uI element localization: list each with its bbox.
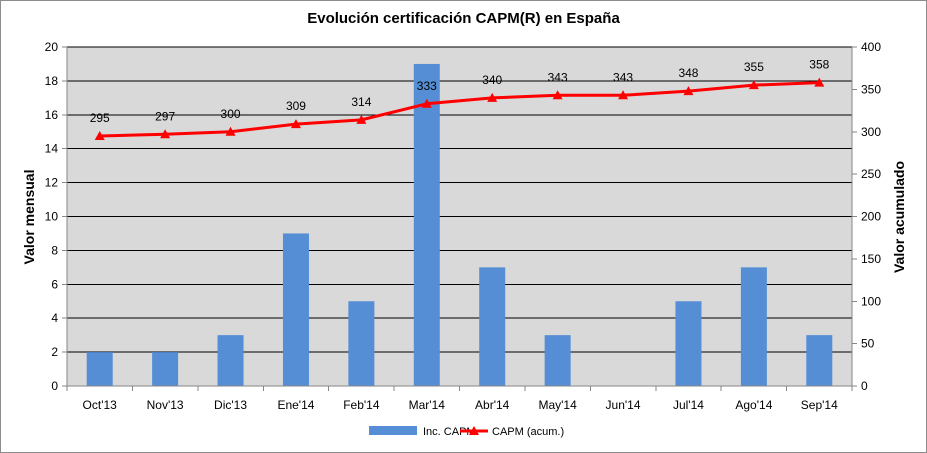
x-tick-label: Mar'14: [409, 398, 446, 412]
line-marker: [290, 119, 301, 129]
data-label: 355: [744, 60, 764, 74]
x-tick-label: Jun'14: [606, 398, 641, 412]
y-right-tick-label: 250: [861, 167, 881, 181]
y-right-tick-label: 50: [861, 337, 875, 351]
line-marker: [421, 98, 432, 108]
x-tick-label: May'14: [538, 398, 577, 412]
y-left-tick-label: 16: [45, 108, 59, 122]
legend-swatch-bar: [369, 426, 417, 435]
data-label: 333: [417, 79, 437, 93]
y-left-tick-label: 20: [45, 40, 59, 54]
line-marker: [552, 90, 563, 100]
line-marker: [748, 80, 759, 90]
x-tick-label: Sep'14: [801, 398, 838, 412]
data-label: 343: [548, 70, 568, 84]
data-label: 340: [482, 73, 502, 87]
bar: [217, 335, 244, 386]
y-left-tick-label: 2: [51, 345, 58, 359]
y-left-tick-label: 10: [45, 210, 59, 224]
y-right-tick-label: 0: [861, 379, 868, 393]
x-tick-label: Abr'14: [475, 398, 510, 412]
line-marker: [618, 90, 629, 100]
x-tick-label: Ago'14: [735, 398, 772, 412]
data-label: 297: [155, 109, 175, 123]
line-marker: [160, 129, 171, 139]
y-left-tick-label: 4: [51, 311, 58, 325]
x-tick-label: Ene'14: [277, 398, 314, 412]
legend-label-bar: Inc. CAPM: [423, 426, 476, 438]
y-left-tick-label: 18: [45, 74, 59, 88]
y-left-tick-label: 0: [51, 379, 58, 393]
data-label: 343: [613, 70, 633, 84]
line-marker: [487, 92, 498, 102]
bar: [675, 301, 702, 386]
x-tick-label: Oct'13: [83, 398, 118, 412]
bar: [86, 352, 113, 386]
x-tick-label: Jul'14: [673, 398, 704, 412]
y-left-tick-label: 12: [45, 176, 59, 190]
bar: [544, 335, 571, 386]
chart-title: Evolución certificación CAPM(R) en Españ…: [307, 10, 620, 27]
legend-label-line: CAPM (acum.): [492, 426, 564, 438]
cumulative-line: [99, 81, 820, 138]
legend-swatch-marker: [469, 426, 479, 435]
line-marker: [683, 86, 694, 96]
line-marker: [94, 130, 105, 140]
bar: [348, 301, 375, 386]
y-left-tick-label: 8: [51, 243, 58, 257]
x-tick-label: Dic'13: [214, 398, 247, 412]
bar: [740, 267, 767, 386]
y-left-tick-label: 6: [51, 277, 58, 291]
y-right-tick-label: 350: [861, 82, 881, 96]
line-marker: [225, 126, 236, 136]
data-label: 358: [809, 58, 829, 72]
data-label: 300: [221, 107, 241, 121]
y-right-tick-label: 300: [861, 125, 881, 139]
bar: [806, 335, 833, 386]
line-marker: [356, 114, 367, 124]
bar: [152, 352, 179, 386]
y-right-tick-label: 200: [861, 210, 881, 224]
y-right-tick-label: 400: [861, 40, 881, 54]
y-right-tick-label: 100: [861, 294, 881, 308]
data-label: 314: [351, 95, 371, 109]
data-label: 348: [678, 66, 698, 80]
data-label: 309: [286, 99, 306, 113]
y-right-tick-label: 150: [861, 252, 881, 266]
line-marker: [814, 77, 825, 87]
data-label: 295: [90, 111, 110, 125]
bar: [413, 63, 440, 386]
x-tick-label: Nov'13: [147, 398, 184, 412]
bar: [479, 267, 506, 386]
bar: [282, 233, 309, 386]
x-tick-label: Feb'14: [343, 398, 380, 412]
y-left-tick-label: 14: [45, 142, 59, 156]
